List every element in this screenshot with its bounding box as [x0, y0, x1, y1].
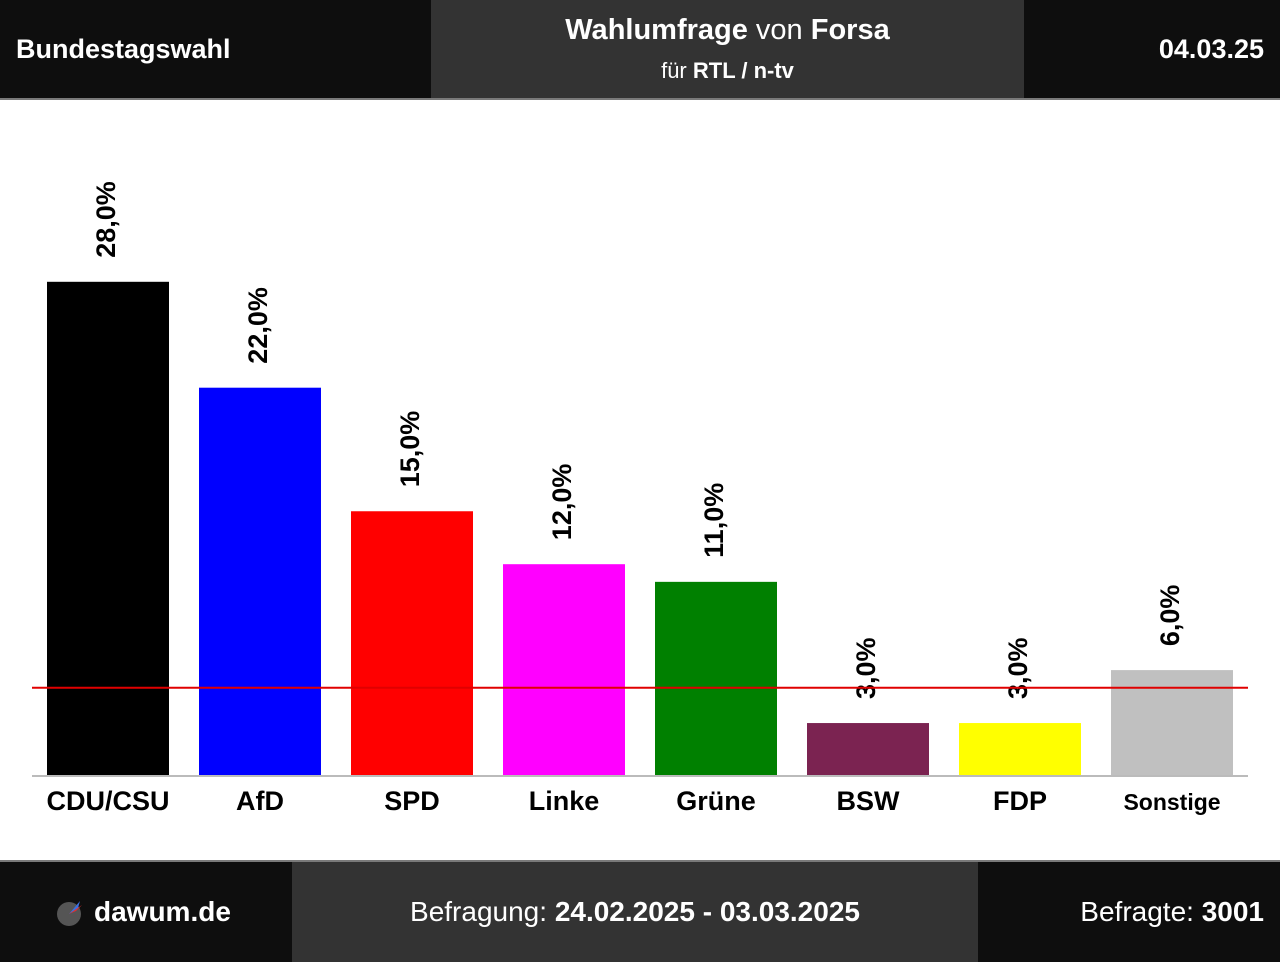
value-label: 6,0%: [1155, 585, 1185, 647]
respondents-label: Befragte:: [1080, 896, 1202, 927]
category-label: AfD: [236, 786, 284, 816]
pollster-name: Forsa: [810, 14, 890, 46]
site-name: dawum.de: [94, 896, 231, 927]
value-label: 3,0%: [851, 638, 881, 700]
election-label: Bundestagswahl: [16, 34, 231, 64]
category-label: Grüne: [676, 786, 756, 816]
header-bar: Bundestagswahl Wahlumfrage von Forsa für…: [0, 0, 1280, 100]
category-label: FDP: [993, 786, 1047, 816]
category-label: Linke: [529, 786, 600, 816]
bar-cdu-csu: [47, 281, 169, 776]
value-label: 3,0%: [1003, 638, 1033, 700]
respondents-count: 3001: [1201, 896, 1264, 927]
poll-title-mid: von: [747, 14, 811, 46]
site-brand[interactable]: dawum.de: [56, 862, 231, 962]
bars-group: 28,0% CDU/CSU 22,0% AfD 15,0% SPD 12,0% Linke 11…: [46, 181, 1233, 816]
category-label: SPD: [384, 786, 440, 816]
value-label: 22,0%: [243, 287, 273, 364]
bar-gr-ne: [655, 581, 777, 776]
bar-spd: [351, 511, 473, 776]
respondents: Befragte: 3001: [1080, 862, 1264, 962]
survey-period: 24.02.2025 - 03.03.2025: [554, 896, 860, 927]
bar-afd: [199, 387, 321, 776]
category-label: Sonstige: [1123, 789, 1220, 815]
category-label: BSW: [837, 786, 901, 816]
survey-label: Befragung:: [410, 896, 555, 927]
client-prefix: für: [661, 58, 693, 83]
value-label: 28,0%: [91, 181, 121, 258]
value-label: 15,0%: [395, 411, 425, 488]
poll-title: Wahlumfrage von Forsa: [431, 14, 1024, 47]
bar-linke: [503, 564, 625, 776]
poll-date: 04.03.25: [1158, 34, 1264, 64]
bar-sonstige: [1111, 670, 1233, 776]
value-label: 11,0%: [699, 483, 729, 558]
poll-title-bold: Wahlumfrage: [565, 14, 748, 46]
bar-chart: 28,0% CDU/CSU 22,0% AfD 15,0% SPD 12,0% Linke 11…: [32, 181, 1248, 816]
value-label: 12,0%: [547, 464, 577, 541]
poll-title-box: Wahlumfrage von Forsa für RTL / n-tv: [431, 0, 1024, 98]
dawum-logo-icon: [57, 901, 82, 926]
client-name: RTL / n-tv: [692, 58, 794, 83]
bar-bsw: [807, 723, 929, 776]
survey-period-box: Befragung: 24.02.2025 - 03.03.2025: [292, 862, 978, 962]
poll-client: für RTL / n-tv: [431, 58, 1024, 84]
category-label: CDU/CSU: [46, 786, 169, 816]
bar-fdp: [959, 723, 1081, 776]
footer-bar: dawum.de Befragung: 24.02.2025 - 03.03.2…: [0, 860, 1280, 962]
